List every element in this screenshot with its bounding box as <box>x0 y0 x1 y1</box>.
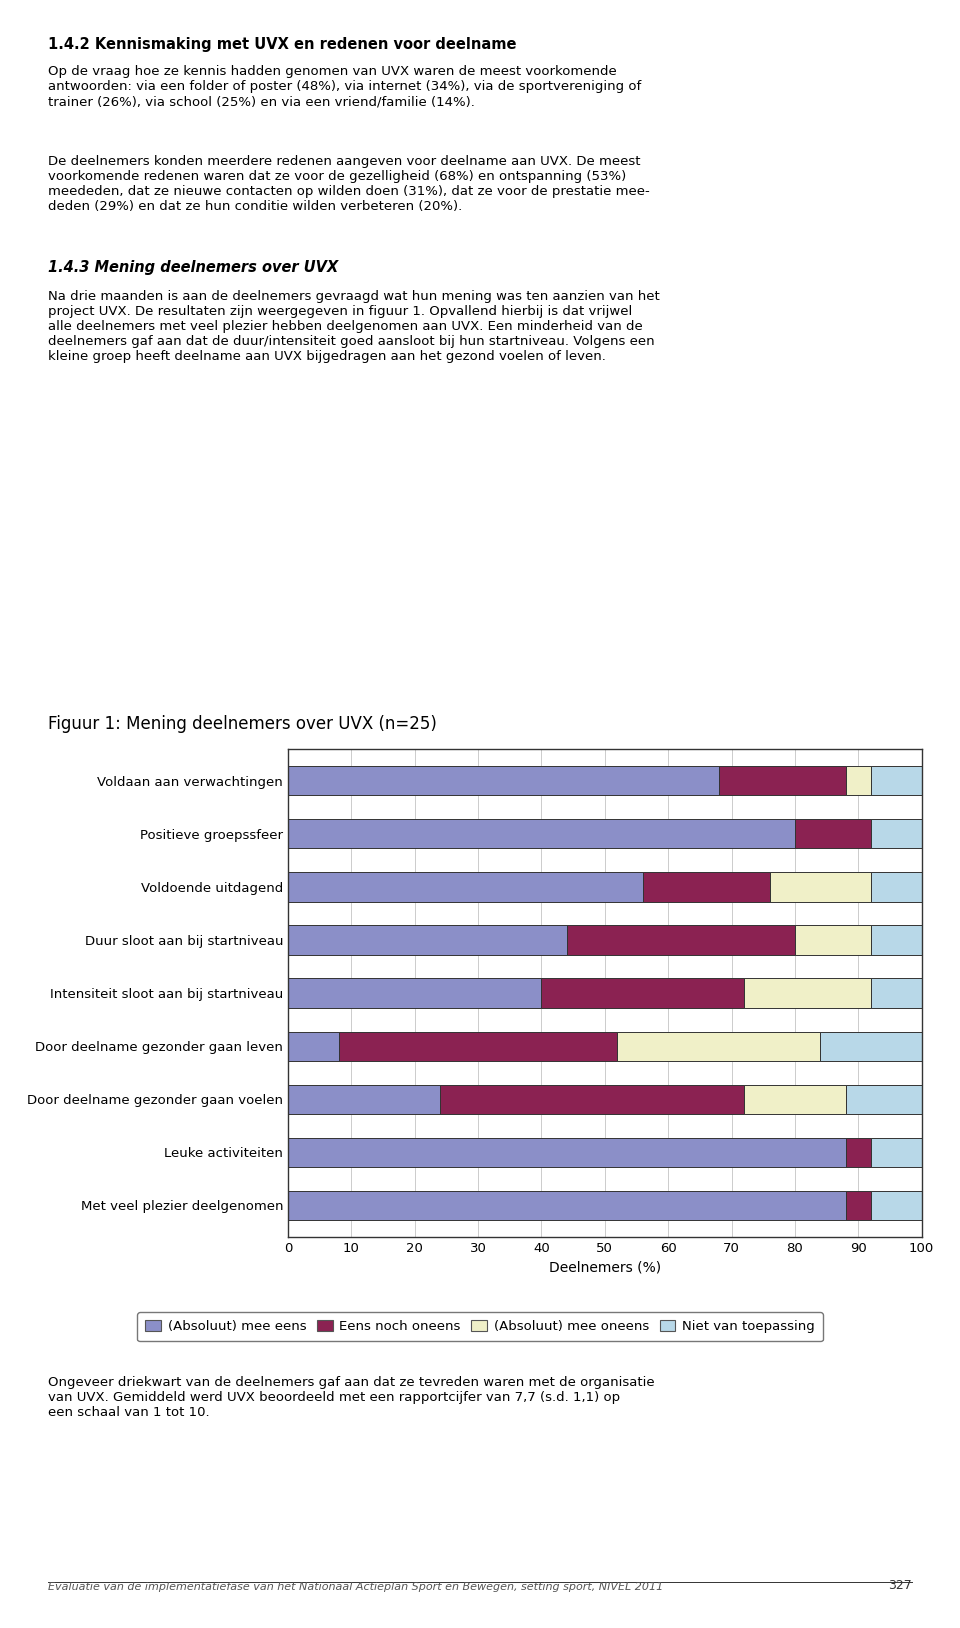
Bar <box>288 1190 846 1219</box>
Bar <box>846 1084 922 1114</box>
Bar <box>288 1032 339 1061</box>
Text: Evaluatie van de implementatiefase van het Nationaal Actieplan Sport en Bewegen,: Evaluatie van de implementatiefase van h… <box>48 1582 663 1592</box>
Text: Figuur 1: Mening deelnemers over UVX (n=25): Figuur 1: Mening deelnemers over UVX (n=… <box>48 715 437 733</box>
Bar <box>617 1032 820 1061</box>
Bar <box>288 819 795 848</box>
X-axis label: Deelnemers (%): Deelnemers (%) <box>549 1260 660 1275</box>
Bar <box>770 873 871 902</box>
Bar <box>744 1084 846 1114</box>
Bar <box>846 767 871 796</box>
Bar <box>288 1084 440 1114</box>
Text: Ongeveer driekwart van de deelnemers gaf aan dat ze tevreden waren met de organi: Ongeveer driekwart van de deelnemers gaf… <box>48 1376 655 1418</box>
Bar <box>566 925 795 954</box>
Bar <box>541 978 744 1008</box>
Bar <box>288 767 719 796</box>
Bar <box>719 767 846 796</box>
Bar <box>795 925 871 954</box>
Bar <box>440 1084 744 1114</box>
Bar <box>871 767 922 796</box>
Bar <box>820 1032 922 1061</box>
Text: Na drie maanden is aan de deelnemers gevraagd wat hun mening was ten aanzien van: Na drie maanden is aan de deelnemers gev… <box>48 290 660 363</box>
Bar <box>795 819 871 848</box>
Bar <box>288 925 566 954</box>
Bar <box>871 925 922 954</box>
Bar <box>846 1138 871 1167</box>
Bar <box>871 873 922 902</box>
Bar <box>871 978 922 1008</box>
Bar <box>339 1032 617 1061</box>
Legend: (Absoluut) mee eens, Eens noch oneens, (Absoluut) mee oneens, Niet van toepassin: (Absoluut) mee eens, Eens noch oneens, (… <box>137 1312 823 1341</box>
Bar <box>846 1190 871 1219</box>
Bar <box>871 819 922 848</box>
Text: 1.4.3 Mening deelnemers over UVX: 1.4.3 Mening deelnemers over UVX <box>48 260 338 275</box>
Bar <box>744 978 871 1008</box>
Text: 1.4.2 Kennismaking met UVX en redenen voor deelname: 1.4.2 Kennismaking met UVX en redenen vo… <box>48 37 516 52</box>
Bar <box>288 978 541 1008</box>
Bar <box>871 1190 922 1219</box>
Bar <box>871 1138 922 1167</box>
Text: 327: 327 <box>888 1579 912 1592</box>
Bar <box>288 1138 846 1167</box>
Bar <box>288 873 643 902</box>
Text: Op de vraag hoe ze kennis hadden genomen van UVX waren de meest voorkomende
antw: Op de vraag hoe ze kennis hadden genomen… <box>48 65 641 107</box>
Text: De deelnemers konden meerdere redenen aangeven voor deelname aan UVX. De meest
v: De deelnemers konden meerdere redenen aa… <box>48 155 650 213</box>
Bar <box>643 873 770 902</box>
